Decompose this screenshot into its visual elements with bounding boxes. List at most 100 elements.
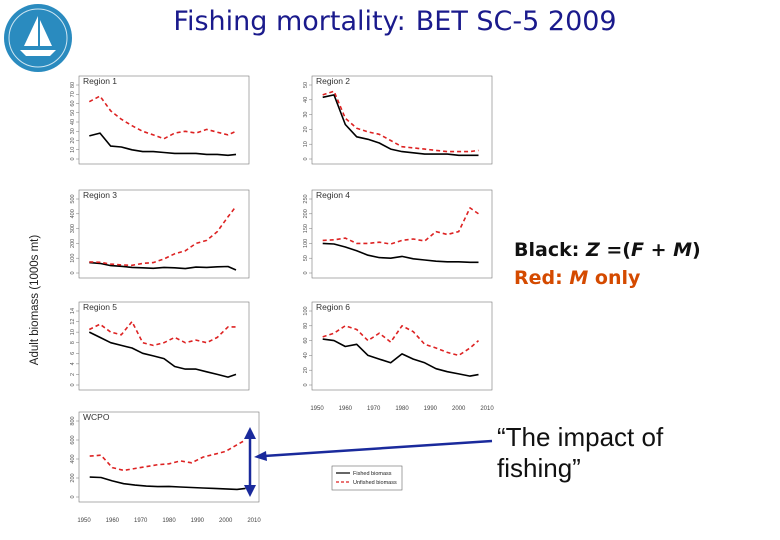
y-tick-label: 14 [70, 308, 76, 314]
legend-unfished-label: Unfished biomass [353, 480, 397, 486]
series-unfished-biomass [322, 207, 479, 245]
panel-region-2: Region 2 0 10 20 30 40 50 [303, 75, 493, 165]
region-6-x-tick-label: 1960 [339, 406, 353, 412]
arrow-head-down [244, 485, 256, 497]
black-label: Black: [514, 239, 580, 261]
panel-frame [78, 75, 250, 165]
y-tick-label: 0 [70, 157, 76, 160]
y-tick-label: 4 [70, 362, 76, 365]
y-tick-label: 2 [70, 373, 76, 376]
title-sub: BET SC-5 2009 [415, 6, 617, 37]
y-tick-label: 100 [303, 306, 309, 315]
slide-title: Fishing mortality: BET SC-5 2009 [0, 6, 780, 37]
panel-label: Region 2 [316, 76, 350, 86]
y-tick-label: 40 [303, 97, 309, 103]
y-tick-label: 6 [70, 352, 76, 355]
y-tick-label: 20 [70, 137, 76, 143]
y-tick-label: 300 [70, 224, 76, 233]
panel-frame [78, 301, 250, 391]
y-tick-label: 60 [70, 100, 76, 106]
y-tick-label: 0 [70, 271, 76, 274]
title-main: Fishing mortality: [173, 6, 406, 37]
pointer-arrow-head [254, 451, 267, 461]
y-tick-label: 80 [303, 323, 309, 329]
legend-fished-label: Fished biomass [353, 471, 392, 477]
red-formula-only: only [594, 267, 641, 289]
red-formula-m: M [569, 267, 589, 289]
black-line: Black: Z =(F + M) [514, 236, 701, 264]
panel-label: Region 6 [316, 302, 350, 312]
y-tick-label: 20 [303, 367, 309, 373]
wcpo-x-tick-label: 1980 [162, 518, 176, 524]
panel-label: Region 3 [83, 190, 117, 200]
series-unfished-biomass [322, 324, 480, 357]
formula-f: F [630, 239, 644, 261]
panel-region-3: Region 3 0 100 200 300 400 500 [70, 189, 250, 279]
series-fished-biomass [322, 242, 479, 264]
series-fished-biomass [88, 331, 237, 378]
y-tick-label: 80 [70, 82, 76, 88]
series-fished-biomass [322, 338, 479, 377]
pointer-line [263, 439, 493, 458]
wcpo-x-tick-label: 2010 [247, 518, 261, 524]
series-fished-biomass [89, 132, 237, 157]
panel-label: Region 4 [316, 190, 350, 200]
panel-frame [78, 189, 250, 279]
red-label: Red: [514, 267, 563, 289]
series-unfished-biomass [88, 95, 237, 140]
y-tick-label: 10 [70, 147, 76, 153]
panel-frame [311, 301, 493, 391]
y-tick-label: 0 [303, 157, 309, 160]
arrow-head-up [244, 427, 256, 439]
wcpo-x-tick-label: 1950 [77, 518, 91, 524]
y-axis-label: Adult biomass (1000s mt) [29, 235, 41, 366]
wcpo-x-tick-label: 1970 [134, 518, 148, 524]
series-unfished-biomass [89, 205, 237, 267]
mortality-legend-text: Black: Z =(F + M) Red: M only [514, 236, 701, 292]
y-tick-label: 150 [303, 224, 309, 233]
legend: Fished biomass Unfished biomass [331, 465, 403, 491]
series-fished-biomass [89, 261, 237, 271]
series-fished-biomass [89, 476, 246, 491]
region-6-x-tick-label: 1980 [395, 406, 409, 412]
panel-wcpo: WCPO 0 200 400 600 800 [70, 411, 260, 503]
y-tick-label: 0 [303, 383, 309, 386]
formula-m: M [673, 239, 693, 261]
y-tick-label: 30 [70, 128, 76, 134]
panel-label: Region 1 [83, 76, 117, 86]
impact-of-fishing-text: “The impact of fishing” [497, 422, 664, 483]
formula-close: ) [692, 239, 701, 261]
y-tick-label: 250 [303, 194, 309, 203]
y-tick-label: 20 [303, 126, 309, 132]
y-tick-label: 200 [70, 239, 76, 248]
spc-logo-icon [4, 4, 72, 72]
panel-region-6: Region 6 0 20 40 60 80 100 [303, 301, 493, 391]
panel-label: Region 5 [83, 302, 117, 312]
wcpo-x-tick-label: 1990 [191, 518, 205, 524]
y-tick-label: 100 [70, 254, 76, 263]
formula-plus: + [650, 239, 667, 261]
series-fished-biomass [322, 94, 479, 157]
series-unfished-biomass [322, 90, 479, 153]
y-tick-label: 200 [70, 473, 76, 482]
y-tick-label: 50 [303, 82, 309, 88]
y-tick-label: 40 [303, 352, 309, 358]
y-tick-label: 40 [70, 119, 76, 125]
legend-box [331, 465, 403, 491]
y-tick-label: 400 [70, 454, 76, 463]
series-unfished-biomass [88, 320, 236, 347]
y-tick-label: 100 [303, 239, 309, 248]
panel-region-1: Region 1 0 10 20 30 40 50 60 70 80 [70, 75, 250, 165]
y-tick-label: 600 [70, 435, 76, 444]
y-tick-label: 800 [70, 416, 76, 425]
y-tick-label: 0 [303, 271, 309, 274]
y-tick-label: 70 [70, 91, 76, 97]
y-tick-label: 8 [70, 341, 76, 344]
wcpo-x-tick-label: 2000 [219, 518, 233, 524]
y-tick-label: 50 [70, 110, 76, 116]
y-tick-label: 30 [303, 112, 309, 118]
y-tick-label: 12 [70, 319, 76, 325]
region-6-x-tick-label: 2010 [480, 406, 494, 412]
